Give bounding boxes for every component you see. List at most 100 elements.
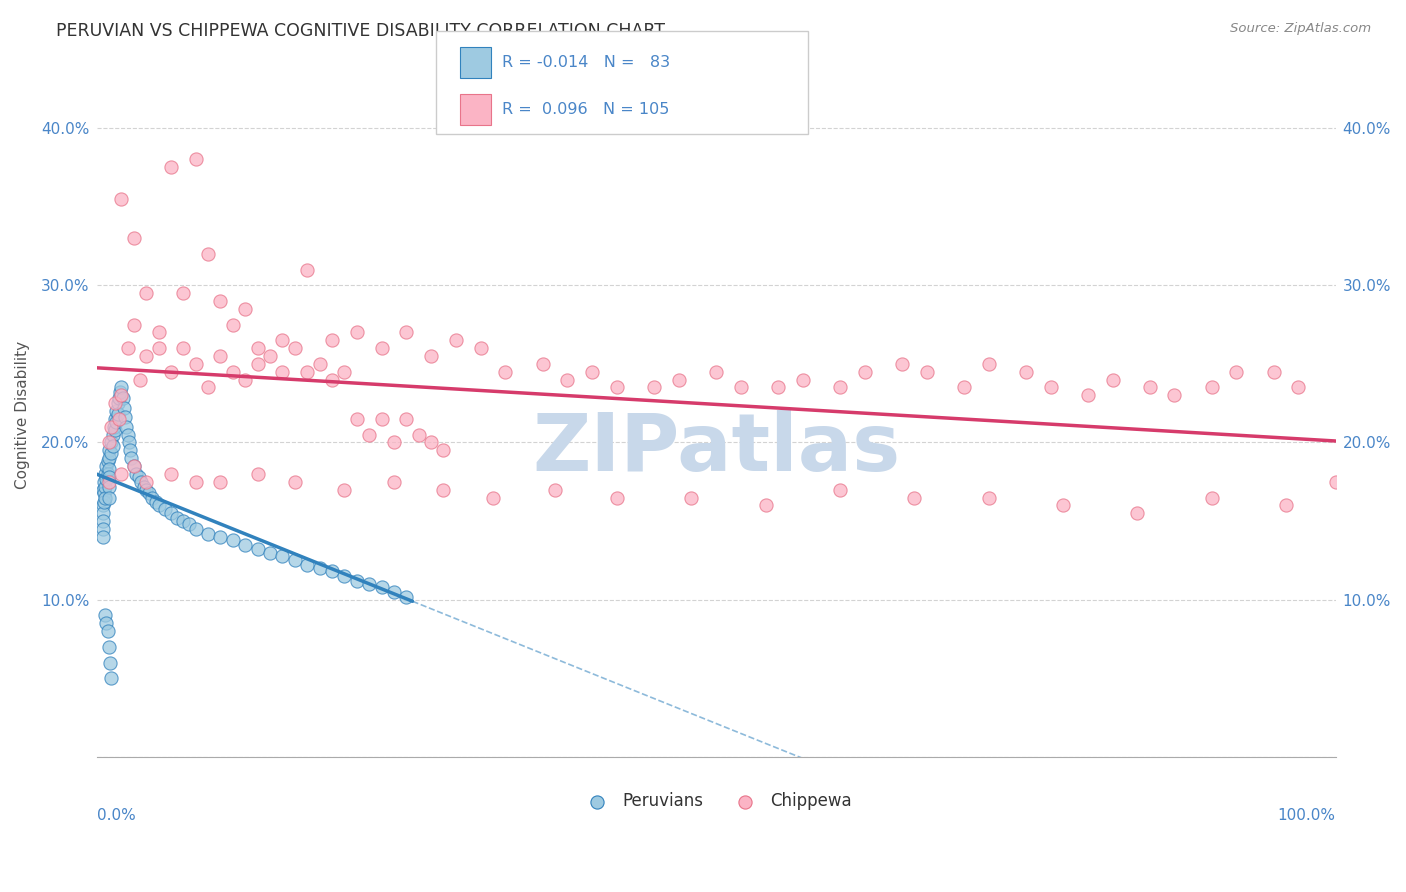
Point — [382, 585, 405, 599]
Point — [138, 485, 160, 500]
Point — [544, 483, 567, 497]
Point — [1263, 365, 1285, 379]
Point — [128, 470, 150, 484]
Point — [97, 475, 120, 489]
Point — [125, 467, 148, 481]
Point — [110, 192, 132, 206]
Point — [271, 333, 294, 347]
Point — [1077, 388, 1099, 402]
Point — [97, 462, 120, 476]
Point — [97, 467, 120, 481]
Point — [1126, 506, 1149, 520]
Point — [755, 499, 778, 513]
Point — [122, 459, 145, 474]
Point — [233, 301, 256, 316]
Point — [681, 491, 703, 505]
Point — [606, 380, 628, 394]
Point — [420, 349, 443, 363]
Point — [103, 419, 125, 434]
Point — [197, 380, 219, 394]
Point — [295, 558, 318, 573]
Point — [1324, 475, 1347, 489]
Point — [97, 451, 120, 466]
Point — [333, 483, 356, 497]
Point — [1015, 365, 1038, 379]
Point — [108, 385, 131, 400]
Point — [141, 491, 163, 505]
Point — [184, 153, 207, 167]
Point — [792, 373, 814, 387]
Point — [93, 495, 115, 509]
Point — [359, 577, 381, 591]
Point — [110, 380, 132, 394]
Point — [470, 341, 492, 355]
Point — [444, 333, 467, 347]
Point — [117, 341, 139, 355]
Text: 0.0%: 0.0% — [97, 808, 135, 823]
Point — [122, 459, 145, 474]
Point — [903, 491, 925, 505]
Point — [704, 365, 727, 379]
Point — [557, 373, 579, 387]
Point — [97, 443, 120, 458]
Point — [172, 514, 194, 528]
Point — [246, 341, 269, 355]
Point — [233, 538, 256, 552]
Point — [115, 419, 138, 434]
Point — [222, 533, 245, 547]
Point — [98, 656, 121, 670]
Point — [179, 517, 201, 532]
Point — [432, 483, 454, 497]
Point — [108, 412, 131, 426]
Point — [1201, 380, 1223, 394]
Point — [160, 365, 183, 379]
Point — [953, 380, 976, 394]
Point — [97, 470, 120, 484]
Point — [308, 561, 330, 575]
Text: 100.0%: 100.0% — [1278, 808, 1336, 823]
Point — [135, 475, 157, 489]
Point — [118, 443, 141, 458]
Point — [346, 326, 368, 340]
Point — [284, 553, 307, 567]
Point — [1101, 373, 1123, 387]
Point — [531, 357, 554, 371]
Text: ZIPatlas: ZIPatlas — [531, 410, 900, 488]
Point — [122, 318, 145, 332]
Point — [101, 439, 124, 453]
Point — [977, 491, 1000, 505]
Point — [148, 326, 170, 340]
Point — [1163, 388, 1185, 402]
Point — [321, 333, 343, 347]
Point — [606, 491, 628, 505]
Point — [135, 286, 157, 301]
Point — [295, 365, 318, 379]
Point — [382, 435, 405, 450]
Point — [333, 569, 356, 583]
Point — [93, 485, 115, 500]
Point — [1039, 380, 1062, 394]
Point — [101, 427, 124, 442]
Point — [346, 574, 368, 588]
Point — [93, 475, 115, 489]
Point — [100, 671, 122, 685]
Point — [977, 357, 1000, 371]
Point — [482, 491, 505, 505]
Point — [145, 495, 167, 509]
Point — [828, 483, 851, 497]
Point — [222, 318, 245, 332]
Point — [197, 526, 219, 541]
Point — [246, 357, 269, 371]
Point — [91, 499, 114, 513]
Point — [233, 373, 256, 387]
Point — [148, 341, 170, 355]
Point — [104, 423, 127, 437]
Point — [100, 446, 122, 460]
Point — [97, 640, 120, 654]
Point — [259, 545, 281, 559]
Point — [97, 479, 120, 493]
Point — [184, 357, 207, 371]
Point — [271, 549, 294, 563]
Point — [184, 522, 207, 536]
Point — [172, 286, 194, 301]
